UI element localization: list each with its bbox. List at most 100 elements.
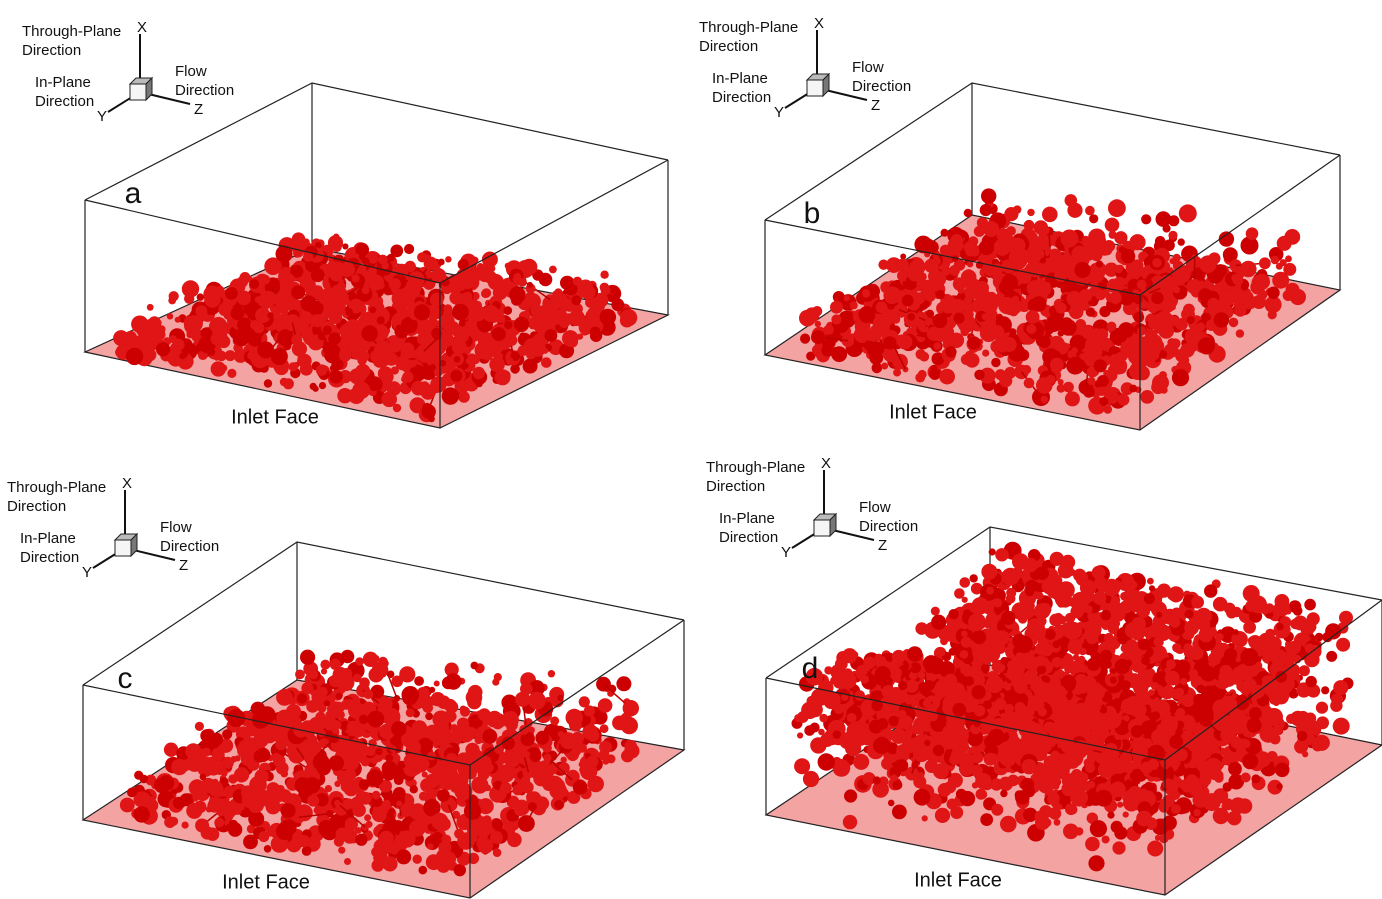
pore [1150, 351, 1159, 360]
pore [329, 370, 343, 384]
flow-label: Direction [160, 538, 219, 555]
pore [1286, 714, 1296, 724]
pore [304, 777, 321, 794]
pore [498, 766, 514, 782]
pore [545, 329, 558, 342]
pore [406, 708, 415, 717]
pore [1089, 214, 1098, 223]
pore [520, 750, 527, 757]
pore [1026, 310, 1040, 324]
pore [352, 368, 366, 382]
pore [1085, 206, 1095, 216]
pore [903, 366, 909, 372]
pore [344, 858, 351, 865]
pore [1109, 292, 1121, 304]
pore [844, 789, 857, 802]
pore [844, 295, 850, 301]
pore [349, 723, 360, 734]
pore [368, 739, 377, 748]
pore [248, 797, 264, 813]
pore [573, 277, 582, 286]
axis-x-label: X [814, 15, 824, 32]
pore [468, 685, 483, 700]
pore [936, 290, 945, 299]
pore [558, 731, 565, 738]
pore [1114, 277, 1126, 289]
pore [212, 748, 225, 761]
pore [1057, 384, 1066, 393]
pore [918, 370, 927, 379]
pore [126, 348, 143, 365]
pore [514, 804, 526, 816]
pore [534, 796, 541, 803]
pore [394, 695, 401, 702]
pore [291, 334, 302, 345]
pore [430, 364, 436, 370]
pore [221, 770, 227, 776]
pore [927, 326, 942, 341]
pore [1234, 768, 1241, 775]
pore [399, 666, 415, 682]
pore [601, 285, 611, 295]
pore [590, 327, 601, 338]
pore [1097, 328, 1109, 340]
pore [542, 743, 552, 753]
pore [1137, 280, 1147, 290]
pore [1009, 249, 1025, 265]
pore [982, 350, 989, 357]
pore [422, 403, 432, 413]
pore [1183, 304, 1195, 316]
pore [264, 379, 272, 387]
pore [1321, 686, 1329, 694]
pore [201, 826, 214, 839]
pore [134, 806, 150, 822]
pore [1107, 322, 1117, 332]
pore [616, 676, 631, 691]
pore [272, 729, 285, 742]
pore [255, 769, 269, 783]
pore [1024, 378, 1035, 389]
pore [372, 662, 389, 679]
pore [173, 797, 185, 809]
pore [571, 295, 581, 305]
pore [337, 388, 352, 403]
pore [164, 743, 178, 757]
pore [266, 827, 275, 836]
pore [182, 280, 199, 297]
pore [297, 693, 307, 703]
pore [339, 349, 352, 362]
pore [361, 757, 370, 766]
pore [465, 831, 478, 844]
pore [413, 855, 422, 864]
pore [968, 273, 974, 279]
pore [431, 692, 445, 706]
panel: cInlet FaceXZYThrough-PlaneDirectionIn-P… [7, 475, 684, 898]
pore [303, 238, 310, 245]
pore [368, 274, 384, 290]
pore [1027, 280, 1043, 296]
pore [1140, 390, 1154, 404]
pore [1302, 751, 1308, 757]
pore [530, 341, 546, 357]
pore [445, 321, 458, 334]
pore [935, 808, 950, 823]
pore [208, 348, 215, 355]
pore [514, 317, 529, 332]
pore [372, 807, 387, 822]
pore [509, 286, 526, 303]
pore [430, 293, 444, 307]
pore [987, 292, 996, 301]
pore [515, 692, 530, 707]
pore [1041, 243, 1048, 250]
inlet-label: Inlet Face [222, 871, 310, 893]
pore [362, 257, 370, 265]
pore [1132, 264, 1145, 277]
pore [960, 328, 969, 337]
pore [272, 306, 279, 313]
pore [227, 369, 236, 378]
pore [518, 278, 527, 287]
pore [1103, 405, 1112, 414]
pore [171, 759, 187, 775]
pore [812, 306, 822, 316]
pore [1017, 349, 1029, 361]
